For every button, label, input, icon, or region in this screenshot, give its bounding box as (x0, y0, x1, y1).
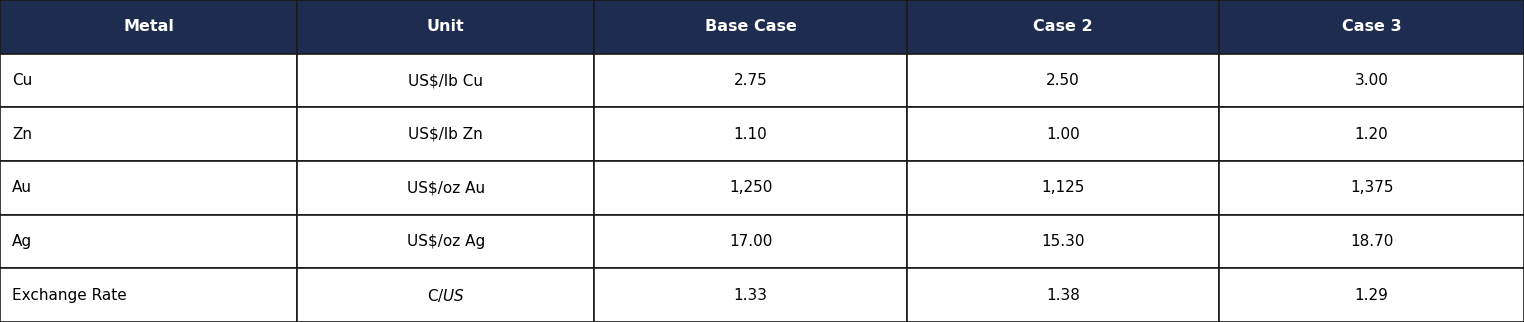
Text: 17.00: 17.00 (728, 234, 773, 249)
Text: 2.50: 2.50 (1045, 73, 1081, 88)
Text: 1,250: 1,250 (728, 180, 773, 195)
Bar (907, 161, 1219, 215)
Text: 1.29: 1.29 (1355, 288, 1388, 303)
Bar (0, 54, 297, 107)
Bar (594, 54, 907, 107)
Bar (594, 107, 907, 161)
Text: Case 3: Case 3 (1341, 19, 1402, 34)
Bar (1219, 107, 1524, 161)
Bar (297, 54, 594, 107)
Text: 1.10: 1.10 (733, 127, 768, 142)
Text: 1.33: 1.33 (733, 288, 768, 303)
Text: Case 2: Case 2 (1033, 19, 1093, 34)
Bar (594, 161, 907, 215)
Bar (1219, 0, 1524, 54)
Text: Au: Au (12, 180, 32, 195)
Text: 15.30: 15.30 (1041, 234, 1085, 249)
Text: 2.75: 2.75 (733, 73, 768, 88)
Bar (297, 161, 594, 215)
Text: 3.00: 3.00 (1355, 73, 1388, 88)
Bar (1219, 161, 1524, 215)
Bar (297, 107, 594, 161)
Bar (1219, 54, 1524, 107)
Text: Exchange Rate: Exchange Rate (12, 288, 126, 303)
Text: Ag: Ag (12, 234, 32, 249)
Bar (0, 0, 297, 54)
Text: C$/US$: C$/US$ (427, 287, 465, 304)
Text: Cu: Cu (12, 73, 32, 88)
Text: US$/lb Zn: US$/lb Zn (408, 127, 483, 142)
Bar (907, 0, 1219, 54)
Text: US$/lb Cu: US$/lb Cu (408, 73, 483, 88)
Text: Unit: Unit (427, 19, 465, 34)
Bar (907, 107, 1219, 161)
Bar (1219, 268, 1524, 322)
Text: 1,125: 1,125 (1041, 180, 1085, 195)
Bar (907, 215, 1219, 268)
Bar (594, 0, 907, 54)
Text: 1,375: 1,375 (1350, 180, 1393, 195)
Bar (0, 161, 297, 215)
Bar (594, 215, 907, 268)
Text: US$/oz Ag: US$/oz Ag (407, 234, 485, 249)
Text: 1.38: 1.38 (1045, 288, 1081, 303)
Bar (297, 268, 594, 322)
Text: Zn: Zn (12, 127, 32, 142)
Bar (0, 215, 297, 268)
Bar (0, 268, 297, 322)
Text: Metal: Metal (123, 19, 174, 34)
Bar (297, 0, 594, 54)
Bar (907, 268, 1219, 322)
Bar (594, 268, 907, 322)
Text: 1.20: 1.20 (1355, 127, 1388, 142)
Text: US$/oz Au: US$/oz Au (407, 180, 485, 195)
Text: 18.70: 18.70 (1350, 234, 1393, 249)
Bar (1219, 215, 1524, 268)
Bar (0, 107, 297, 161)
Text: 1.00: 1.00 (1045, 127, 1081, 142)
Bar (907, 54, 1219, 107)
Bar (297, 215, 594, 268)
Text: Base Case: Base Case (704, 19, 797, 34)
